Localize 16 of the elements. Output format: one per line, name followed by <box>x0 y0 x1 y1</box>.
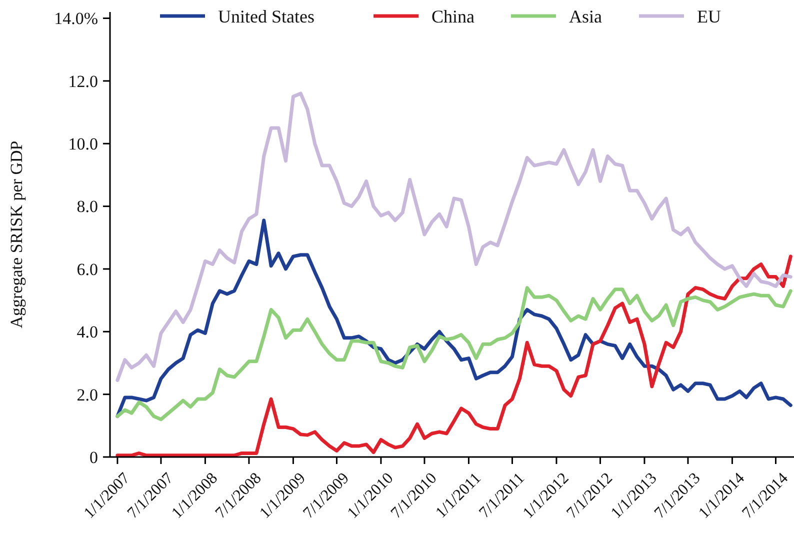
y-tick-label: 14.0% <box>54 9 98 28</box>
y-tick-label: 8.0 <box>76 197 98 216</box>
y-tick-label: 2.0 <box>76 385 98 404</box>
legend-label: China <box>432 6 475 26</box>
y-tick-label: 0 <box>90 448 98 467</box>
y-tick-label: 10.0 <box>68 134 98 154</box>
y-tick-label: 12.0 <box>68 72 98 91</box>
legend-label: United States <box>218 6 314 26</box>
legend-label: Asia <box>569 6 602 26</box>
line-series <box>116 92 792 382</box>
line-series <box>116 286 792 422</box>
y-axis-title: Aggregate SRISK per GDP <box>7 140 26 328</box>
legend-label: EU <box>697 6 721 26</box>
line-series <box>116 254 792 458</box>
y-tick-label: 6.0 <box>76 260 98 279</box>
y-tick-label: 4.0 <box>76 322 98 342</box>
